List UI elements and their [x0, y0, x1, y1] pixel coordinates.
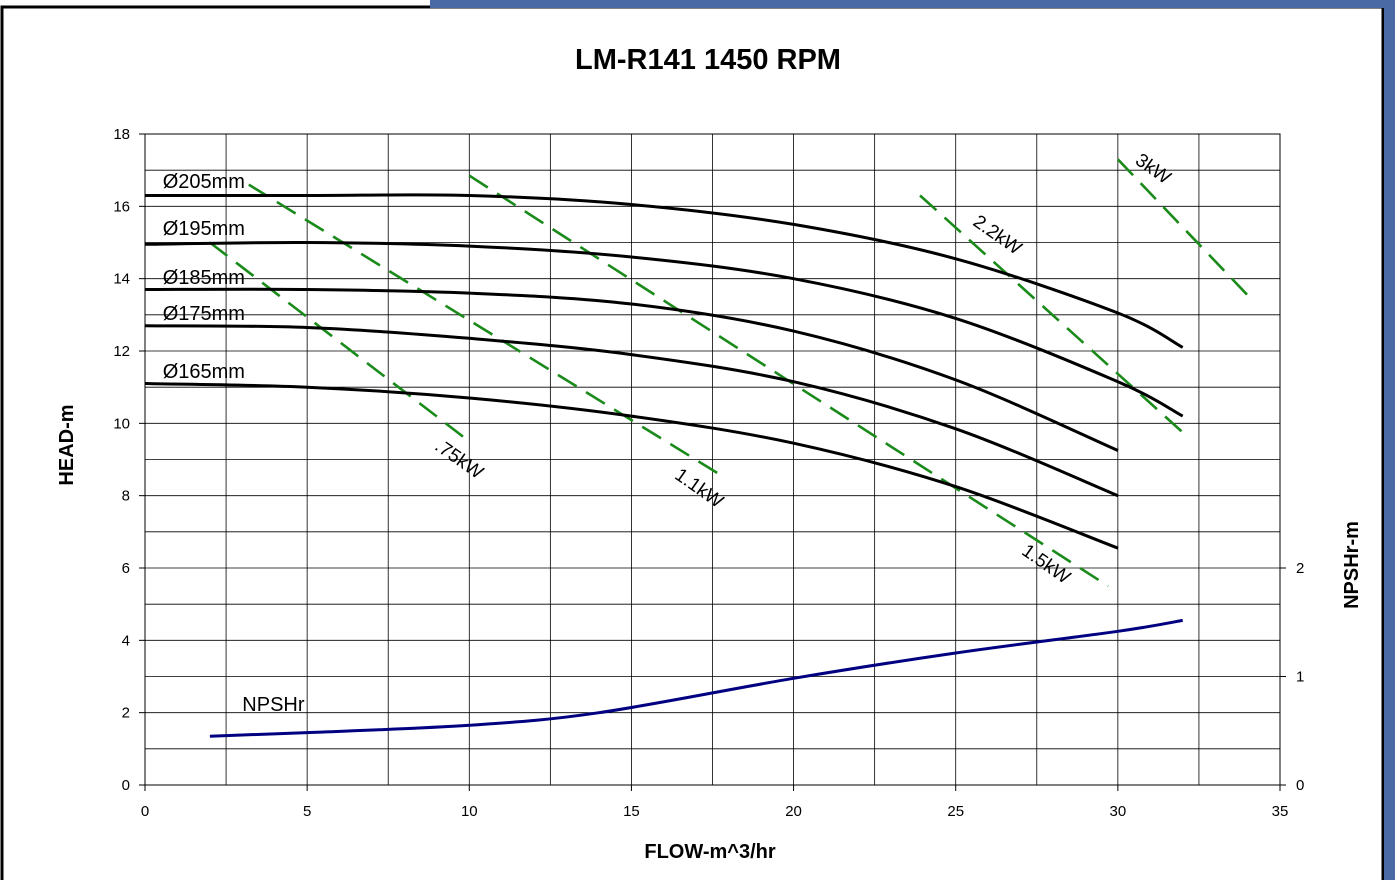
head-curve-205mm: [145, 193, 1184, 349]
head-curve-165mm: [144, 382, 1119, 550]
y-axis-title: HEAD-m: [56, 404, 78, 485]
y2-tick-label: 2: [1296, 560, 1304, 577]
power-label-15kW: 1.5kW: [1018, 540, 1074, 588]
head-curve-195mm: [144, 240, 1184, 418]
power-label-22kW: 2.2kW: [969, 211, 1025, 259]
x-axis-title: FLOW-m^3/hr: [644, 841, 775, 863]
head-curve-label-185mm: Ø185mm: [163, 267, 245, 289]
head-curve-label-175mm: Ø175mm: [163, 303, 245, 325]
y2-tick-label: 0: [1296, 777, 1304, 794]
chart-title: LM-R141 1450 RPM: [575, 44, 841, 76]
power-line-11kW: [248, 183, 720, 476]
frame-top-accent-bar: [430, 0, 1395, 8]
head-curve-label-205mm: Ø205mm: [163, 171, 245, 193]
head-curve-175mm: [144, 324, 1119, 498]
x-tick-label: 25: [947, 803, 964, 820]
head-curve-185mm: [144, 287, 1119, 452]
npsh-curve: [209, 618, 1183, 738]
y-tick-label: 8: [122, 488, 130, 505]
y-tick-label: 12: [113, 343, 130, 360]
x-tick-label: 15: [623, 803, 640, 820]
y-tick-label: 14: [113, 271, 130, 288]
x-tick-label: 30: [1110, 803, 1127, 820]
head-curve-label-195mm: Ø195mm: [163, 218, 245, 240]
power-line-22kW: [919, 194, 1184, 434]
head-curve-label-165mm: Ø165mm: [163, 361, 245, 383]
x-tick-label: 20: [785, 803, 802, 820]
labels-layer: .75kW1.1kW1.5kW2.2kW3kWØ205mmØ195mmØ185m…: [163, 150, 1175, 716]
y-tick-label: 18: [113, 126, 130, 143]
y-tick-label: 10: [113, 415, 130, 432]
y-tick-label: 2: [122, 705, 130, 722]
y-tick-label: 16: [113, 198, 130, 215]
y-tick-label: 4: [122, 632, 130, 649]
power-label-11kW: 1.1kW: [671, 464, 727, 512]
power-line-75kW: [209, 241, 471, 443]
y2-axis-title: NPSHr-m: [1341, 521, 1363, 609]
y-tick-label: 6: [122, 560, 130, 577]
grid-layer: [144, 133, 1281, 786]
head-curves-layer: [144, 193, 1184, 550]
power-line-3kW: [1116, 158, 1252, 300]
npsh-layer: [209, 618, 1183, 738]
y-tick-label: 0: [122, 777, 130, 794]
x-tick-label: 5: [303, 803, 311, 820]
npsh-curve-label: NPSHr: [242, 694, 305, 716]
x-tick-label: 0: [141, 803, 149, 820]
frame-right-accent-bar: [1384, 0, 1395, 880]
x-tick-label: 10: [461, 803, 478, 820]
x-tick-label: 35: [1272, 803, 1289, 820]
power-label-3kW: 3kW: [1131, 150, 1174, 189]
y2-tick-label: 1: [1296, 669, 1304, 686]
